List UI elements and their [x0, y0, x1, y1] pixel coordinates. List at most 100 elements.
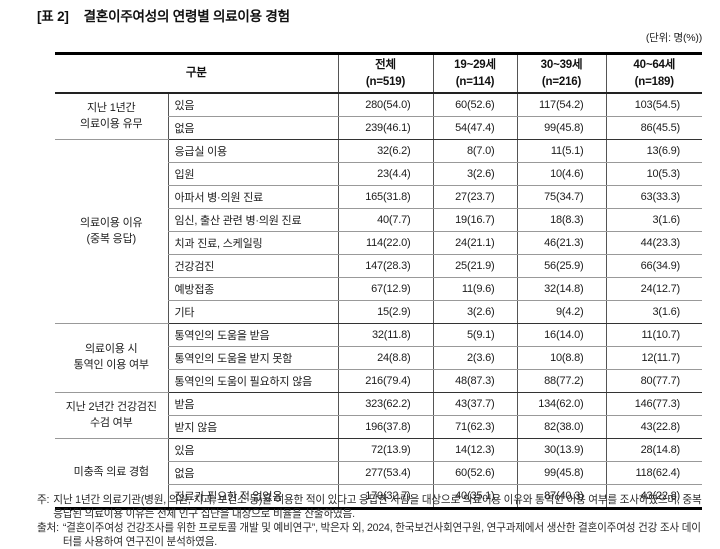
value-cell: 9(4.2) — [516, 300, 607, 324]
header-age-col: 40~64세 (n=189) — [605, 53, 703, 94]
row-item-label: 예방접종 — [167, 277, 339, 301]
source-line: 출처: “결혼이주여성 건강조사를 위한 프로토콜 개발 및 예비연구”, 박은… — [37, 522, 703, 549]
table-row: 받지 않음 196(37.8) 71(62.3) 82(38.0) 43(22.8) — [55, 415, 703, 439]
value-cell: 2(3.6) — [432, 346, 518, 370]
value-cell: 3(1.6) — [605, 300, 703, 324]
value-cell: 87(40.3) — [516, 484, 607, 509]
value-cell: 32(6.2) — [337, 139, 434, 163]
table-row: 통역인의 도움이 필요하지 않음 216(79.4) 48(87.3) 88(77.2… — [55, 369, 703, 393]
table-header: 구분 전체 (n=519) 19~29세 (n=114) 30~39세 (n=216) 40… — [55, 53, 703, 94]
row-group-label: 지난 2년간 건강검진 수검 여부 — [55, 392, 168, 439]
value-cell: 8(7.0) — [432, 139, 518, 163]
value-cell: 280(54.0) — [337, 93, 434, 117]
table-body: 지난 1년간 의료이용 유무 있음 280(54.0) 60(52.6) 117(54.2… — [55, 93, 703, 509]
value-cell: 60(52.6) — [432, 93, 518, 117]
value-cell: 86(45.5) — [605, 116, 703, 140]
table-row: 임신, 출산 관련 병·의원 진료 40(7.7) 19(16.7) 18(8.3) 3… — [55, 208, 703, 232]
row-item-label: 받음 — [167, 392, 339, 416]
value-cell: 67(12.9) — [337, 277, 434, 301]
value-cell: 66(34.9) — [605, 254, 703, 278]
table-title-text: 결혼이주여성의 연령별 의료이용 경험 — [83, 9, 290, 24]
table-row: 지난 1년간 의료이용 유무 있음 280(54.0) 60(52.6) 117(54.2… — [55, 93, 703, 140]
value-cell: 43(22.8) — [605, 484, 703, 509]
table-row: 아파서 병·의원 진료 165(31.8) 27(23.7) 75(34.7) 63(3… — [55, 185, 703, 209]
source-label: 출처: — [37, 522, 59, 535]
value-cell: 13(6.9) — [605, 139, 703, 163]
row-item-label: 통역인의 도움을 받지 못함 — [167, 346, 339, 370]
table-row: 건강검진 147(28.3) 25(21.9) 56(25.9) 66(34.9) — [55, 254, 703, 278]
value-cell: 28(14.8) — [605, 438, 703, 462]
value-cell: 32(11.8) — [337, 323, 434, 347]
table-row: 진료가 필요한 적 없었음 170(32.7) 40(35.1) 87(40.3) 43… — [55, 484, 703, 509]
value-cell: 99(45.8) — [516, 461, 607, 485]
value-cell: 18(8.3) — [516, 208, 607, 232]
header-age-col: 19~29세 (n=114) — [432, 53, 518, 94]
value-cell: 277(53.4) — [337, 461, 434, 485]
value-cell: 14(12.3) — [432, 438, 518, 462]
value-cell: 75(34.7) — [516, 185, 607, 209]
table-row: 없음 277(53.4) 60(52.6) 99(45.8) 118(62.4) — [55, 461, 703, 485]
value-cell: 170(32.7) — [337, 484, 434, 509]
value-cell: 54(47.4) — [432, 116, 518, 140]
value-cell: 71(62.3) — [432, 415, 518, 439]
value-cell: 24(12.7) — [605, 277, 703, 301]
value-cell: 27(23.7) — [432, 185, 518, 209]
value-cell: 12(11.7) — [605, 346, 703, 370]
header-gubun: 구분 — [55, 53, 339, 94]
value-cell: 134(62.0) — [516, 392, 607, 416]
table-number: [표 2] — [37, 9, 69, 24]
value-cell: 10(4.6) — [516, 162, 607, 186]
value-cell: 80(77.7) — [605, 369, 703, 393]
table-title: [표 2] 결혼이주여성의 연령별 의료이용 경험 — [37, 5, 290, 25]
source-text: “결혼이주여성 건강조사를 위한 프로토콜 개발 및 예비연구”, 박은자 외,… — [62, 522, 701, 548]
value-cell: 16(14.0) — [516, 323, 607, 347]
value-cell: 15(2.9) — [337, 300, 434, 324]
value-cell: 46(21.3) — [516, 231, 607, 255]
value-cell: 3(2.6) — [432, 300, 518, 324]
value-cell: 146(77.3) — [605, 392, 703, 416]
row-item-label: 입원 — [167, 162, 339, 186]
value-cell: 63(33.3) — [605, 185, 703, 209]
value-cell: 216(79.4) — [337, 369, 434, 393]
unit-note: (단위: 명(%)) — [645, 32, 702, 44]
row-item-label: 있음 — [167, 93, 339, 117]
table-row: 의료이용 시 통역인 이용 여부 통역인의 도움을 받음 32(11.8) 5(9.1)… — [55, 323, 703, 393]
value-cell: 3(2.6) — [432, 162, 518, 186]
value-cell: 165(31.8) — [337, 185, 434, 209]
value-cell: 10(5.3) — [605, 162, 703, 186]
value-cell: 44(23.3) — [605, 231, 703, 255]
row-item-label: 건강검진 — [167, 254, 339, 278]
row-item-label: 통역인의 도움이 필요하지 않음 — [167, 369, 339, 393]
value-cell: 40(7.7) — [337, 208, 434, 232]
value-cell: 19(16.7) — [432, 208, 518, 232]
value-cell: 82(38.0) — [516, 415, 607, 439]
row-item-label: 응급실 이용 — [167, 139, 339, 163]
row-group-label: 지난 1년간 의료이용 유무 — [55, 93, 168, 140]
value-cell: 103(54.5) — [605, 93, 703, 117]
table-row: 미충족 의료 경험 있음 72(13.9) 14(12.3) 30(13.9) 28(14… — [55, 438, 703, 509]
note-label: 주: — [37, 494, 50, 506]
value-cell: 239(46.1) — [337, 116, 434, 140]
value-cell: 40(35.1) — [432, 484, 518, 509]
row-item-label: 없음 — [167, 461, 339, 485]
row-item-label: 통역인의 도움을 받음 — [167, 323, 339, 347]
row-item-label: 진료가 필요한 적 없었음 — [167, 484, 339, 509]
value-cell: 56(25.9) — [516, 254, 607, 278]
table-row: 치과 진료, 스케일링 114(22.0) 24(21.1) 46(21.3) 44(2… — [55, 231, 703, 255]
value-cell: 10(8.8) — [516, 346, 607, 370]
data-table: 구분 전체 (n=519) 19~29세 (n=114) 30~39세 (n=216) 40… — [55, 52, 703, 510]
value-cell: 60(52.6) — [432, 461, 518, 485]
note-text: 지난 1년간 의료기관(병원, 의원, 치과, 보건소 등)을 이용한 적이 있… — [53, 494, 702, 520]
value-cell: 72(13.9) — [337, 438, 434, 462]
value-cell: 30(13.9) — [516, 438, 607, 462]
row-item-label: 없음 — [167, 116, 339, 140]
value-cell: 117(54.2) — [516, 93, 607, 117]
table-row: 예방접종 67(12.9) 11(9.6) 32(14.8) 24(12.7) — [55, 277, 703, 301]
value-cell: 114(22.0) — [337, 231, 434, 255]
value-cell: 99(45.8) — [516, 116, 607, 140]
value-cell: 147(28.3) — [337, 254, 434, 278]
row-item-label: 받지 않음 — [167, 415, 339, 439]
row-item-label: 아파서 병·의원 진료 — [167, 185, 339, 209]
value-cell: 25(21.9) — [432, 254, 518, 278]
